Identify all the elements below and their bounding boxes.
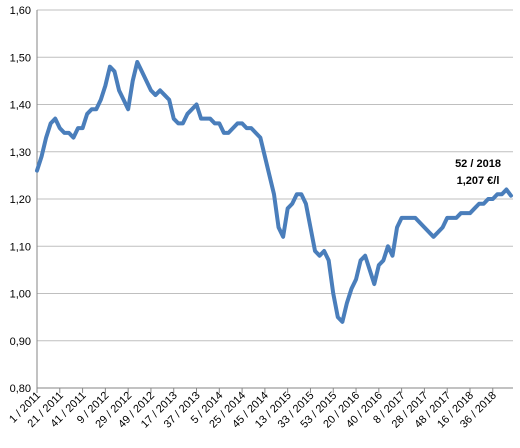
y-tick-label: 1,50	[10, 52, 31, 64]
data-line	[35, 59, 513, 324]
annotation: 52 / 2018	[455, 158, 501, 170]
y-tick-label: 0,80	[10, 383, 31, 395]
y-tick-label: 1,30	[10, 147, 31, 159]
y-tick-label: 1,40	[10, 100, 31, 112]
y-tick-label: 0,90	[10, 336, 31, 348]
y-tick-label: 1,20	[10, 194, 31, 206]
y-tick-label: 1,60	[10, 5, 31, 17]
annotation: 1,207 €/l	[457, 175, 500, 187]
y-tick-label: 1,00	[10, 289, 31, 301]
y-tick-label: 1,10	[10, 241, 31, 253]
